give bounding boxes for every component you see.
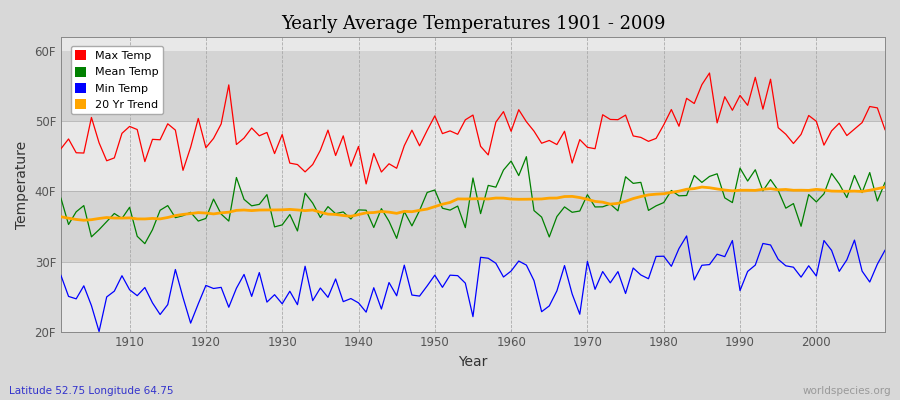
- Text: Latitude 52.75 Longitude 64.75: Latitude 52.75 Longitude 64.75: [9, 386, 174, 396]
- X-axis label: Year: Year: [458, 355, 488, 369]
- Legend: Max Temp, Mean Temp, Min Temp, 20 Yr Trend: Max Temp, Mean Temp, Min Temp, 20 Yr Tre…: [70, 46, 163, 114]
- Bar: [61, 122, 885, 192]
- Y-axis label: Temperature: Temperature: [15, 140, 29, 228]
- Title: Yearly Average Temperatures 1901 - 2009: Yearly Average Temperatures 1901 - 2009: [281, 15, 665, 33]
- Text: worldspecies.org: worldspecies.org: [803, 386, 891, 396]
- Bar: [61, 192, 885, 262]
- Bar: [61, 262, 885, 332]
- Bar: [61, 51, 885, 122]
